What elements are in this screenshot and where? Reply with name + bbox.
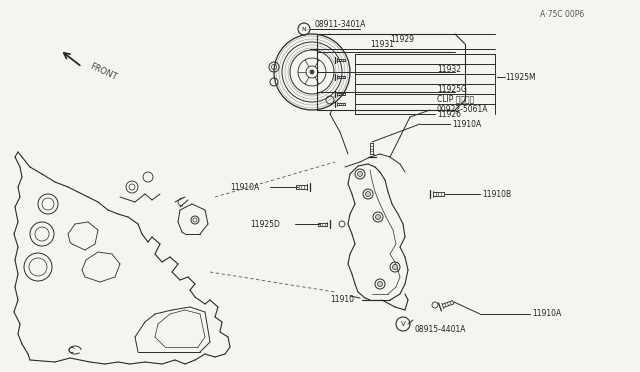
Text: V: V [401,321,405,327]
Circle shape [358,171,362,176]
Text: 11925M: 11925M [505,73,536,81]
Text: 11910A: 11910A [230,183,259,192]
Text: N: N [301,26,307,32]
Text: 11910B: 11910B [482,189,511,199]
Text: 11932: 11932 [437,64,461,74]
Text: 11910A: 11910A [532,310,561,318]
Text: 11925G: 11925G [437,84,467,93]
Text: 11910A: 11910A [452,119,481,128]
Circle shape [310,70,314,74]
Text: 11929: 11929 [390,35,414,44]
Circle shape [376,215,381,219]
Text: 11910: 11910 [330,295,354,305]
Text: 00922-5061A: 00922-5061A [437,105,488,113]
Text: 11925D: 11925D [250,219,280,228]
Text: 11926: 11926 [437,109,461,119]
Text: A·75C 00P6: A·75C 00P6 [540,10,584,19]
Text: 11931: 11931 [370,39,394,48]
Text: CLIP クリップ: CLIP クリップ [437,94,474,103]
Circle shape [365,192,371,196]
Text: 08911-3401A: 08911-3401A [315,19,366,29]
Text: FRONT: FRONT [88,62,118,82]
Circle shape [392,264,397,269]
Text: 08915-4401A: 08915-4401A [415,324,467,334]
Circle shape [378,282,383,286]
